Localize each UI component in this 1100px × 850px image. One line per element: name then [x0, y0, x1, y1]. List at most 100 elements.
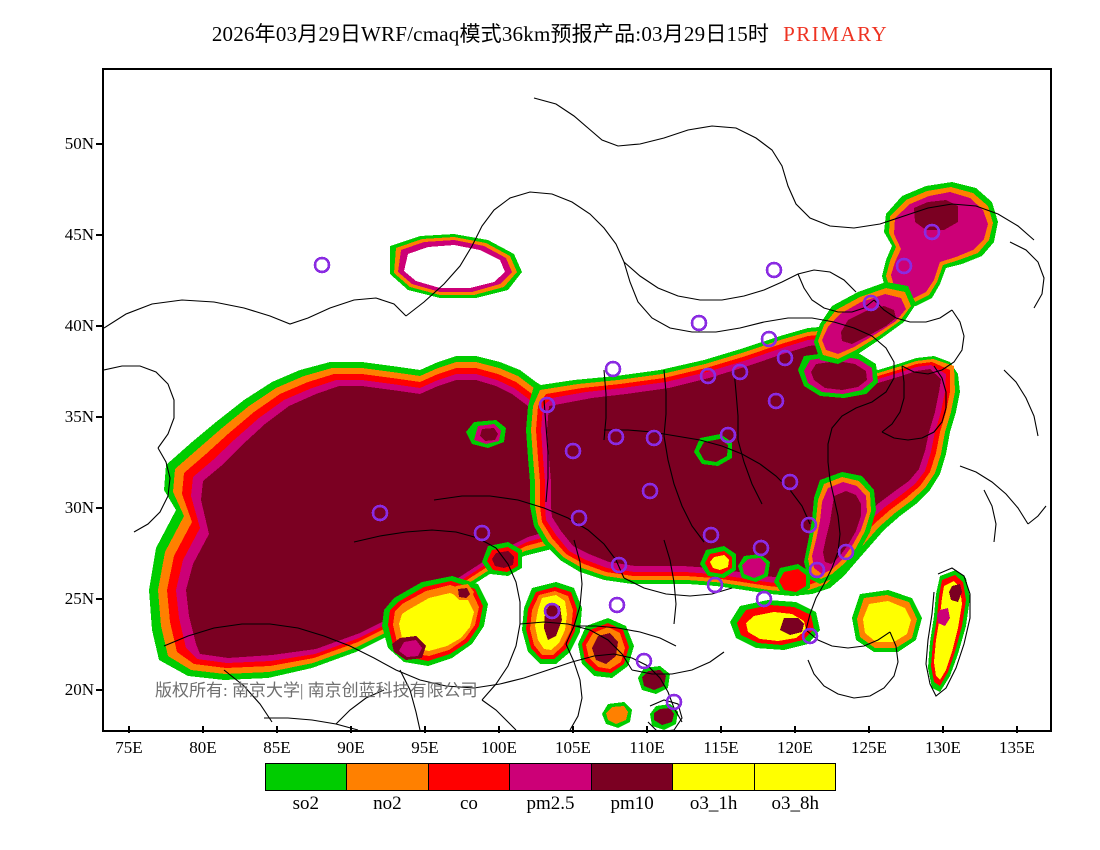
legend-swatch-co[interactable] [428, 764, 511, 790]
x-tick-mark [202, 726, 204, 733]
y-tick-mark [96, 689, 103, 691]
city-marker [665, 693, 683, 711]
title-main-text: 2026年03月29日WRF/cmaq模式36km预报产品:03月29日15时 [211, 22, 770, 46]
x-tick-mark [1016, 726, 1018, 733]
legend-label-co: co [459, 793, 478, 814]
city-marker [765, 261, 783, 279]
pollutant-field-korea-corridor [814, 282, 916, 364]
y-tick-label: 45N [64, 225, 94, 244]
x-tick-label: 130E [925, 738, 961, 757]
y-tick-mark [96, 325, 103, 327]
city-marker [607, 428, 625, 446]
city-marker [800, 516, 818, 534]
legend-swatch-so2[interactable] [266, 764, 348, 790]
x-tick-label: 90E [337, 738, 365, 757]
city-marker [570, 509, 588, 527]
pollutant-field-guangdong-ozone [730, 570, 970, 692]
y-tick-label: 25N [64, 589, 94, 608]
legend-label-so2: so2 [292, 793, 319, 814]
legend-swatch-pm25[interactable] [510, 764, 592, 790]
city-marker [371, 504, 389, 522]
city-marker [702, 526, 720, 544]
legend-swatch-pm10[interactable] [591, 764, 674, 790]
city-marker [645, 429, 663, 447]
city-marker [719, 426, 737, 444]
city-marker [699, 367, 717, 385]
x-tick-label: 105E [555, 738, 591, 757]
x-tick-label: 80E [189, 738, 217, 757]
x-tick-label: 135E [999, 738, 1035, 757]
page-title: 2026年03月29日WRF/cmaq模式36km预报产品:03月29日15时 P… [0, 18, 1100, 48]
city-marker [862, 294, 880, 312]
y-tick-label: 40N [64, 316, 94, 335]
city-marker [837, 543, 855, 561]
city-marker [767, 392, 785, 410]
x-tick-label: 85E [263, 738, 291, 757]
city-marker [473, 524, 491, 542]
legend-label-pm10: pm10 [610, 793, 654, 814]
city-marker [604, 360, 622, 378]
city-marker [755, 590, 773, 608]
title-primary-badge: PRIMARY [783, 22, 889, 46]
pollutant-field-hainan [650, 704, 678, 730]
city-marker [543, 602, 561, 620]
city-marker [313, 256, 331, 274]
city-marker [690, 314, 708, 332]
legend-swatch-o3-8h[interactable] [754, 764, 835, 790]
x-tick-label: 100E [481, 738, 517, 757]
city-marker [608, 596, 626, 614]
y-tick-label: 20N [64, 680, 94, 699]
city-marker [706, 576, 724, 594]
y-tick-mark [96, 416, 103, 418]
city-marker [752, 539, 770, 557]
x-tick-label: 115E [703, 738, 739, 757]
city-marker [731, 363, 749, 381]
coastlines-and-borders [104, 97, 1047, 730]
x-tick-mark [572, 726, 574, 733]
city-marker [564, 442, 582, 460]
city-marker [760, 330, 778, 348]
x-tick-mark [646, 726, 648, 733]
copyright-notice: 版权所有: 南京大学| 南京创蓝科技有限公司 [155, 681, 478, 700]
pollutant-field-southwest-ozone [382, 576, 634, 678]
legend-labels: so2 no2 co pm2.5 pm10 o3_1h o3_8h [265, 793, 836, 819]
y-tick-mark [96, 234, 103, 236]
x-tick-label: 75E [115, 738, 143, 757]
city-marker [801, 627, 819, 645]
x-tick-mark [350, 726, 352, 733]
pollutant-field-shandong-coast [798, 352, 878, 398]
city-marker [610, 556, 628, 574]
y-tick-label: 50N [64, 134, 94, 153]
city-marker [635, 652, 653, 670]
x-tick-label: 120E [777, 738, 813, 757]
x-tick-mark [128, 726, 130, 733]
city-marker [781, 473, 799, 491]
y-tick-mark [96, 143, 103, 145]
x-tick-mark [794, 726, 796, 733]
map-plot-frame [102, 68, 1052, 732]
x-tick-mark [942, 726, 944, 733]
x-tick-mark [720, 726, 722, 733]
x-tick-mark [498, 726, 500, 733]
legend-label-o3-1h: o3_1h [689, 793, 738, 814]
x-tick-mark [276, 726, 278, 733]
legend-colorbar [265, 763, 836, 791]
x-tick-label: 110E [629, 738, 665, 757]
legend-swatch-o3-1h[interactable] [673, 764, 755, 790]
city-marker [641, 482, 659, 500]
city-marker [776, 349, 794, 367]
city-marker [895, 257, 913, 275]
city-marker [538, 396, 556, 414]
legend-label-o3-8h: o3_8h [771, 793, 820, 814]
y-tick-label: 30N [64, 498, 94, 517]
legend-label-pm25: pm2.5 [526, 793, 575, 814]
map-canvas [104, 70, 1050, 730]
legend-swatch-no2[interactable] [347, 764, 429, 790]
city-marker-layer [313, 223, 941, 711]
x-tick-mark [868, 726, 870, 733]
x-tick-label: 125E [851, 738, 887, 757]
x-tick-mark [424, 726, 426, 733]
y-tick-label: 35N [64, 407, 94, 426]
y-tick-mark [96, 507, 103, 509]
